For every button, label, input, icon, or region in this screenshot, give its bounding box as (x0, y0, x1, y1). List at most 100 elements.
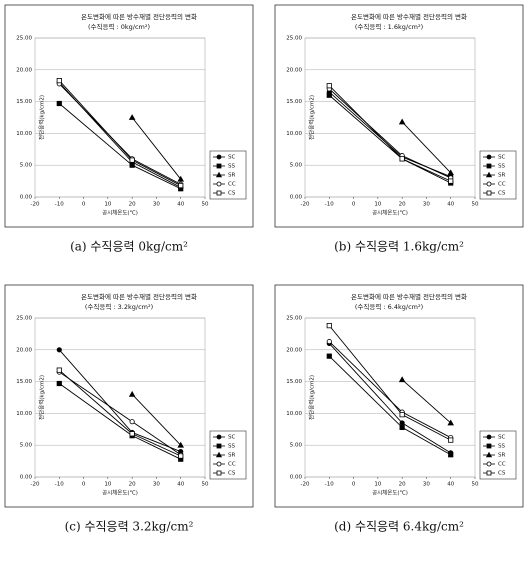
x-axis-label: 공시체온도(℃) (102, 489, 138, 497)
legend-symbol (216, 181, 222, 187)
legend-symbol (485, 171, 493, 178)
y-axis-label: 전단응력(kg/cm2) (38, 95, 46, 140)
x-tick-label: 50 (202, 482, 209, 488)
y-tick-label: 25.00 (16, 36, 32, 42)
y-axis-label: 전단응력(kg/cm2) (308, 375, 316, 420)
marker (399, 412, 405, 418)
y-tick-label: 25.00 (16, 316, 32, 322)
legend-marker (216, 461, 222, 467)
x-tick-label: 50 (202, 202, 209, 208)
marker (128, 390, 136, 397)
x-tick-label: 50 (472, 482, 479, 488)
legend-label: SR (498, 453, 505, 459)
y-tick-label: 15.00 (286, 379, 302, 385)
marker (326, 323, 332, 329)
marker (128, 114, 136, 120)
x-tick-label: 40 (447, 482, 454, 488)
y-axis-label: 전단응력(kg/cm2) (38, 375, 46, 420)
y-tick-label: 5.00 (20, 443, 33, 449)
chart-title: 온도변화에 따른 방수재별 전단응력의 변화 (351, 292, 467, 301)
x-tick-label: 30 (423, 202, 430, 208)
chart-subtitle: (수직응력 : 1.6kg/cm²) (355, 22, 423, 31)
chart: 온도변화에 따른 방수재별 전단응력의 변화(수직응력 : 6.4kg/cm²)… (274, 284, 524, 508)
x-tick-label: 40 (177, 482, 184, 488)
legend-symbol (216, 190, 222, 196)
marker (399, 156, 405, 162)
marker (129, 162, 135, 168)
legend-marker (215, 171, 223, 178)
x-tick-label: 0 (352, 482, 356, 488)
legend-marker (485, 451, 493, 458)
legend-symbol (215, 171, 223, 178)
x-tick-label: 10 (374, 482, 381, 488)
marker (447, 169, 454, 176)
series-line (131, 394, 182, 446)
caption: (a) 수직응력 0kg/cm² (70, 240, 188, 254)
legend-label: SS (498, 444, 505, 450)
marker (326, 353, 332, 359)
legend-marker (215, 451, 223, 458)
series-line (131, 117, 182, 180)
legend-marker (486, 154, 492, 160)
x-tick-label: 0 (352, 202, 356, 208)
x-tick-label: 20 (399, 482, 406, 488)
legend-label: SC (228, 435, 235, 441)
chart-title: 온도변화에 따른 방수재별 전단응력의 변화 (81, 292, 197, 301)
y-tick-label: 20.00 (286, 347, 302, 353)
legend-marker (486, 163, 492, 169)
chart-title: 온도변화에 따른 방수재별 전단응력의 변화 (351, 12, 467, 21)
x-axis-label: 공시체온도(℃) (102, 209, 138, 217)
y-tick-label: 10.00 (286, 411, 302, 417)
legend-label: CS (228, 471, 236, 477)
y-tick-label: 10.00 (286, 131, 302, 137)
legend-label: SC (498, 155, 505, 161)
x-tick-label: 40 (177, 202, 184, 208)
legend-label: SC (498, 435, 505, 441)
chart: 온도변화에 따른 방수재별 전단응력의 변화(수직응력 : 1.6kg/cm²)… (274, 4, 524, 228)
legend-symbol (486, 434, 492, 440)
legend-symbol (216, 154, 222, 160)
x-tick-label: 30 (153, 482, 160, 488)
legend-symbol (216, 443, 222, 449)
marker (399, 420, 405, 426)
legend-marker (216, 434, 222, 440)
legend-label: SS (228, 444, 235, 450)
y-tick-label: 10.00 (16, 411, 32, 417)
legend-label: CS (498, 471, 506, 477)
legend-label: CC (498, 182, 506, 188)
marker (178, 453, 184, 459)
x-axis-label: 공시체온도(℃) (372, 489, 408, 497)
x-tick-label: 0 (82, 202, 86, 208)
y-tick-label: 5.00 (290, 163, 303, 169)
marker (447, 419, 454, 426)
marker (448, 178, 454, 184)
legend-label: CS (498, 191, 506, 197)
chart-frame (4, 284, 254, 508)
legend-label: SR (228, 173, 235, 179)
x-tick-label: 20 (129, 202, 136, 208)
legend-symbol (216, 461, 222, 467)
marker (129, 431, 135, 437)
legend-frame (479, 430, 517, 480)
x-axis-label: 공시체온도(℃) (372, 209, 408, 217)
legend-frame (479, 150, 517, 200)
x-tick-label: -20 (31, 482, 40, 488)
legend-symbol (486, 470, 492, 476)
x-tick-label: -10 (55, 202, 64, 208)
series-line (401, 379, 452, 424)
y-axis-label: 전단응력(kg/cm2) (308, 95, 316, 140)
marker (448, 452, 454, 458)
caption: (c) 수직응력 3.2kg/cm² (65, 520, 194, 534)
legend-marker (216, 443, 222, 449)
y-tick-label: 15.00 (286, 99, 302, 105)
x-tick-label: -20 (301, 482, 310, 488)
legend-symbol (215, 451, 223, 458)
legend-label: CC (228, 182, 236, 188)
marker (326, 83, 332, 89)
x-tick-label: -10 (325, 482, 334, 488)
x-tick-label: 20 (399, 202, 406, 208)
legend-symbol (486, 190, 492, 196)
x-tick-label: 10 (104, 482, 111, 488)
legend-symbol (216, 470, 222, 476)
